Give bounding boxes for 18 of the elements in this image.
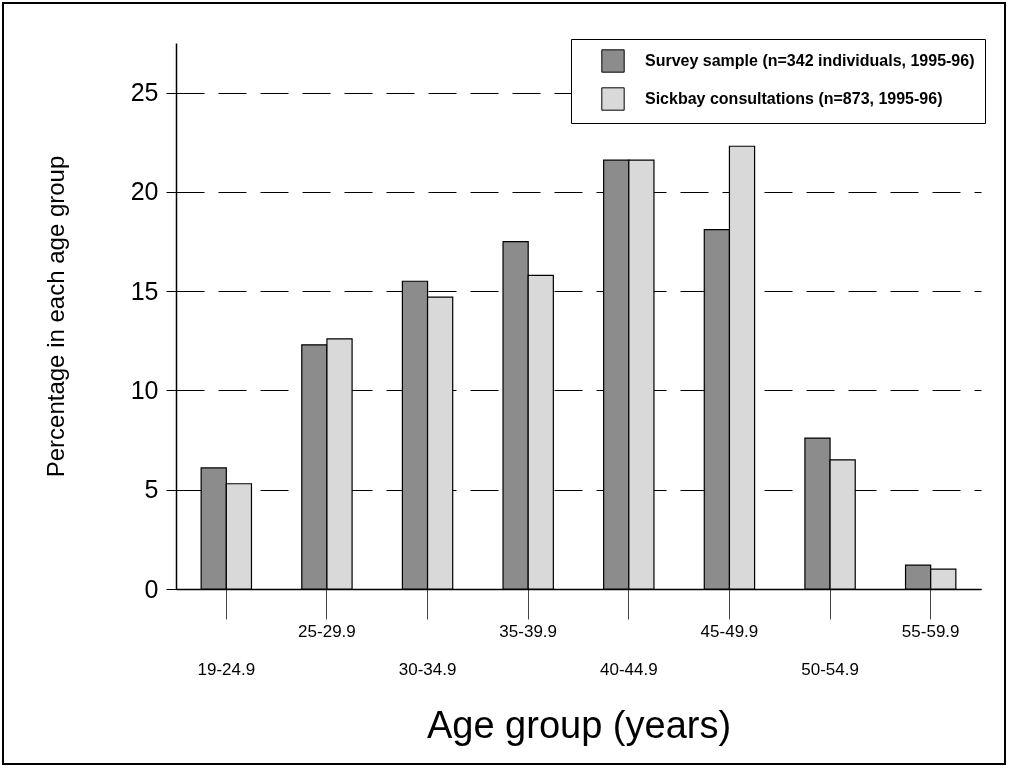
- legend-label: Survey sample (n=342 individuals, 1995-96): [645, 52, 975, 69]
- y-tick-label: 10: [130, 375, 159, 404]
- y-tick-label: 20: [130, 177, 159, 206]
- x-tick-label: 19-24.9: [197, 659, 256, 679]
- x-tick-label: 35-39.9: [499, 621, 558, 641]
- x-tick-label: 50-54.9: [801, 659, 859, 679]
- x-tick-label: 45-49.9: [700, 621, 759, 641]
- x-tick-label: 40-44.9: [599, 659, 658, 679]
- x-tick-label: 25-29.9: [298, 621, 356, 641]
- x-axis-title: Age group (years): [426, 703, 732, 746]
- y-tick-label: 25: [130, 78, 159, 107]
- y-tick-label: 5: [144, 475, 159, 504]
- y-tick-label: 15: [130, 276, 159, 305]
- legend-label: Sickbay consultations (n=873, 1995-96): [645, 90, 943, 107]
- y-axis-title: Percentage in each age group: [41, 155, 69, 478]
- x-tick-label: 55-59.9: [901, 621, 960, 641]
- y-tick-label: 0: [144, 574, 159, 603]
- x-tick-label: 30-34.9: [398, 659, 457, 679]
